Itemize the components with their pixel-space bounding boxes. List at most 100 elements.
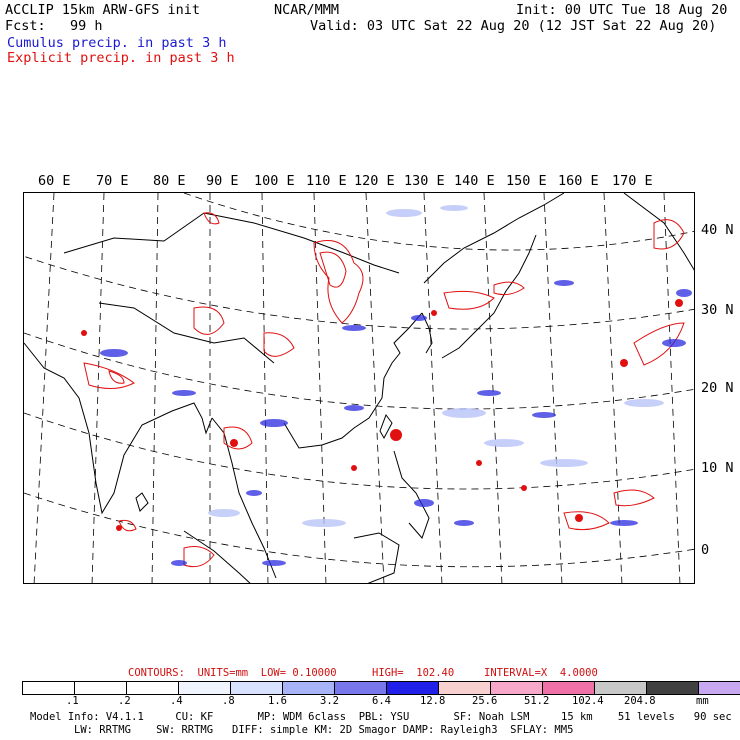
lat-line-30 [24, 255, 694, 330]
explicit-precip-area [493, 281, 525, 296]
lon-line [483, 193, 503, 583]
border-kazakh [63, 212, 205, 254]
lat-line-10 [24, 412, 694, 490]
colorbar [22, 681, 740, 695]
colorbar-swatch [23, 682, 75, 694]
cumulus-light-area [302, 519, 346, 527]
lon-line [663, 193, 681, 583]
cumulus-precip-cell [477, 390, 501, 396]
explicit-precip-cell [230, 439, 238, 447]
cumulus-light-area [484, 439, 524, 447]
coast-china [283, 312, 423, 449]
coast-arabia-india [24, 342, 213, 515]
cumulus-light [208, 205, 664, 527]
lon-label: 160 E [558, 173, 599, 189]
colorbar-swatch [127, 682, 179, 694]
explicit-precip-cell [116, 525, 122, 531]
coast-taiwan [379, 413, 393, 440]
cumulus-precip-cell [171, 560, 187, 566]
lon-label: 130 E [404, 173, 445, 189]
lon-label: 110 E [306, 173, 347, 189]
explicit-precip-area [613, 489, 655, 507]
colorbar-tick: .4 [170, 695, 183, 707]
explicit-precip-area [443, 290, 495, 310]
init-time: Init: 00 UTC Tue 18 Aug 20 [516, 2, 728, 18]
border-tibet [98, 302, 275, 364]
colorbar-swatch [543, 682, 595, 694]
lon-label: 120 E [354, 173, 395, 189]
lon-line [603, 193, 623, 583]
forecast-hour: Fcst: 99 h [5, 18, 103, 34]
explicit-precip-area [193, 306, 225, 335]
lat-label: 30 N [701, 302, 734, 318]
colorbar-tick: .8 [222, 695, 235, 707]
explicit-precip-area [108, 370, 125, 384]
colorbar-swatch [699, 682, 740, 694]
map-canvas [24, 193, 694, 583]
colorbar-swatch [491, 682, 543, 694]
cumulus-precip-cell [172, 390, 196, 396]
explicit-precip-cell [431, 310, 437, 316]
lon-label: 140 E [454, 173, 495, 189]
colorbar-units: mm [696, 695, 709, 707]
valid-time: Valid: 03 UTC Sat 22 Aug 20 (12 JST Sat … [310, 18, 717, 34]
cumulus-precip-cell [676, 289, 692, 297]
colorbar-swatch [75, 682, 127, 694]
lon-label: 70 E [96, 173, 129, 189]
explicit-precip-area [563, 511, 610, 531]
explicit-precip-area [263, 332, 295, 357]
lon-label: 60 E [38, 173, 71, 189]
explicit-precip-area [183, 546, 215, 568]
colorbar-swatch [387, 682, 439, 694]
coast-russia [423, 193, 565, 284]
lon-label: 90 E [206, 173, 239, 189]
lon-label: 100 E [254, 173, 295, 189]
cumulus-precip-cell [554, 280, 574, 286]
coast-korea [421, 312, 433, 354]
colorbar-tick: 204.8 [624, 695, 656, 707]
cumulus-precip-cell [344, 405, 364, 411]
cumulus-light-area [624, 399, 664, 407]
lat-label: 0 [701, 542, 710, 558]
lat-line-20 [24, 332, 694, 410]
lon-line [423, 193, 443, 583]
border-mongolia [203, 212, 400, 274]
lon-label: 150 E [506, 173, 547, 189]
explicit-precip-area [118, 519, 137, 532]
cumulus-precip-cell [260, 419, 288, 427]
lon-line [91, 193, 105, 583]
colorbar-swatch [647, 682, 699, 694]
explicit-precip-area [83, 362, 135, 389]
explicit-precip-cell [675, 299, 683, 307]
cumulus-light-area [540, 459, 588, 467]
colorbar-swatch [179, 682, 231, 694]
contours-high: HIGH= 102.40 [372, 667, 455, 679]
explicit-precip-cores [81, 299, 683, 531]
legend-cumulus: Cumulus precip. in past 3 h [7, 35, 227, 51]
colorbar-tick: 51.2 [524, 695, 550, 707]
cumulus-precip-cell [246, 490, 262, 496]
lon-label: 80 E [153, 173, 186, 189]
cumulus-precip-cell [610, 520, 638, 526]
cumulus-precip-cell [262, 560, 286, 566]
legend-explicit: Explicit precip. in past 3 h [7, 50, 235, 66]
cumulus-light-area [386, 209, 422, 217]
explicit-precip-area [633, 322, 685, 366]
longitude-lines [33, 193, 681, 583]
lat-line-40 [183, 193, 694, 251]
coast-sumatra [183, 530, 251, 583]
coast-kamchatka [623, 193, 694, 271]
cumulus-precip [100, 280, 692, 566]
lat-line-0 [24, 492, 694, 568]
cumulus-light-area [440, 205, 468, 211]
explicit-precip-cell [81, 330, 87, 336]
coast-sri-lanka [135, 492, 149, 512]
cumulus-precip-cell [100, 349, 128, 357]
explicit-precip-area [223, 426, 253, 450]
lat-label: 40 N [701, 222, 734, 238]
colorbar-swatch [335, 682, 387, 694]
colorbar-swatch [283, 682, 335, 694]
explicit-precip-cell [476, 460, 482, 466]
lon-label: 170 E [612, 173, 653, 189]
explicit-precip-cell [575, 514, 583, 522]
